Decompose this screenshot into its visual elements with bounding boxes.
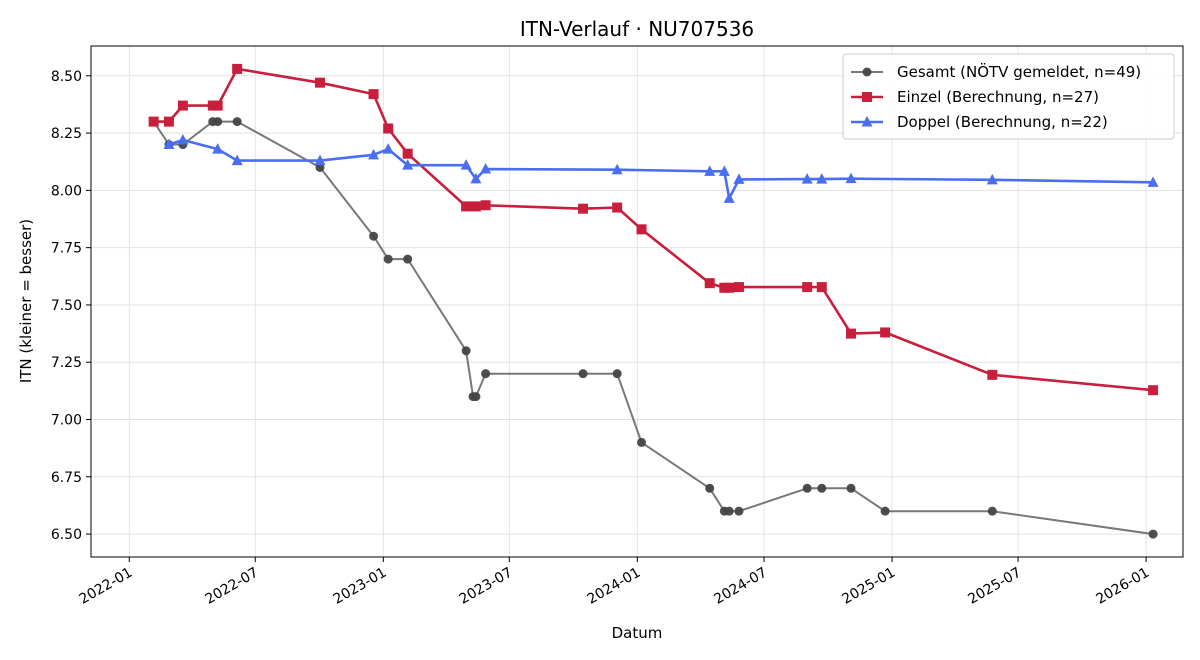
legend-marker [861, 116, 873, 127]
data-point [801, 173, 813, 184]
data-point [1148, 385, 1159, 396]
data-point [212, 143, 224, 154]
series-1 [148, 63, 1159, 396]
data-point [987, 369, 998, 380]
data-point [723, 192, 735, 203]
y-tick-label: 7.75 [51, 241, 82, 257]
data-point [383, 123, 394, 134]
legend: Gesamt (NÖTV gemeldet, n=49) Einzel (Bere… [842, 53, 1175, 140]
data-point [177, 133, 189, 145]
data-point [402, 159, 414, 170]
data-point [471, 392, 481, 402]
data-point [578, 369, 588, 379]
data-point [612, 202, 623, 213]
legend-marker [862, 92, 872, 102]
data-point [470, 172, 482, 184]
data-point [314, 77, 325, 88]
data-point [232, 117, 242, 127]
data-point [461, 201, 472, 212]
y-tick-label: 7.50 [51, 298, 82, 314]
data-point [802, 483, 812, 493]
data-point [368, 89, 379, 100]
legend-label: Doppel (Berechnung, n=22) [897, 113, 1108, 131]
data-point [1147, 176, 1159, 187]
y-tick-label: 8.25 [51, 126, 82, 142]
data-point [177, 100, 188, 111]
data-point [704, 165, 716, 176]
data-point [470, 201, 481, 212]
data-point [163, 138, 175, 150]
data-point [986, 173, 998, 185]
data-point [846, 483, 856, 493]
data-point [1148, 529, 1158, 539]
data-point [880, 327, 891, 338]
data-point [704, 278, 715, 289]
data-point [817, 483, 827, 493]
y-tick-label: 7.00 [51, 413, 82, 429]
data-point [480, 200, 491, 211]
data-point [402, 148, 413, 159]
series-layer [148, 63, 1159, 539]
data-point [212, 100, 223, 111]
data-point [733, 173, 745, 184]
data-point [314, 154, 326, 166]
data-point [231, 154, 243, 166]
data-point [733, 282, 744, 293]
data-point [724, 506, 734, 516]
data-point [987, 506, 997, 516]
data-point [816, 173, 828, 184]
data-point [163, 116, 174, 127]
y-tick-label: 8.00 [51, 183, 82, 199]
data-point [612, 369, 622, 379]
data-point [802, 282, 813, 293]
data-point [816, 282, 827, 293]
legend-label: Gesamt (NÖTV gemeldet, n=49) [897, 62, 1141, 81]
data-point [213, 117, 223, 127]
chart-title: ITN-Verlauf · NU707536 [520, 17, 754, 41]
data-point [880, 506, 890, 516]
y-axis: 6.50 6.75 7.00 7.25 7.50 7.75 8.00 8.25 8.50 [51, 69, 91, 543]
data-point [368, 148, 380, 160]
data-point [636, 224, 647, 235]
x-axis-label: Datum [612, 624, 663, 642]
data-point [369, 231, 379, 241]
legend-label: Einzel (Berechnung, n=27) [897, 88, 1099, 106]
y-tick-label: 7.25 [51, 355, 82, 371]
data-point [460, 159, 472, 170]
data-point [637, 437, 647, 447]
y-axis-label: ITN (kleiner = besser) [17, 219, 35, 383]
data-point [846, 328, 857, 339]
series-2 [163, 133, 1159, 203]
data-point [232, 63, 243, 74]
data-point [705, 483, 715, 493]
legend-box [842, 53, 1175, 140]
y-tick-label: 8.50 [51, 69, 82, 85]
y-tick-label: 6.50 [51, 527, 82, 543]
data-point [461, 346, 471, 356]
data-point [481, 369, 491, 379]
data-point [724, 282, 735, 293]
data-point [611, 163, 623, 175]
data-point [148, 116, 159, 127]
data-point [845, 172, 857, 184]
data-point [383, 254, 393, 264]
y-tick-label: 6.75 [51, 470, 82, 486]
data-point [734, 506, 744, 516]
legend-marker [862, 67, 872, 77]
data-point [315, 162, 325, 172]
data-point [382, 143, 394, 154]
data-point [718, 165, 730, 176]
data-point [480, 163, 492, 174]
data-point [403, 254, 413, 264]
data-point [578, 203, 589, 214]
legend-items: Gesamt (NÖTV gemeldet, n=49) Einzel (Bere… [851, 62, 1141, 131]
